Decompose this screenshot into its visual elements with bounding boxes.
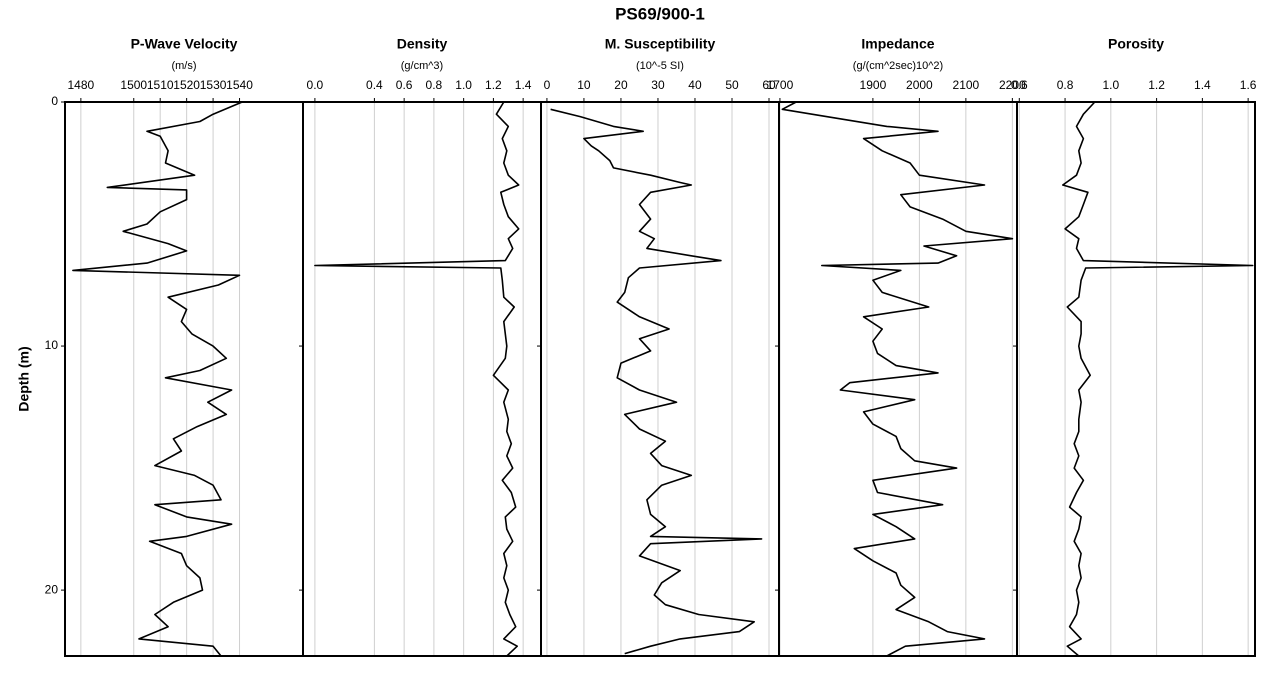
x-tick-label: 20 <box>614 78 628 92</box>
log-curve <box>314 101 520 657</box>
x-tick-label: 1510 <box>147 78 174 92</box>
panel-units: (10^-5 SI) <box>636 60 684 72</box>
x-tick-label: 0.4 <box>366 78 383 92</box>
x-tick-label: 50 <box>725 78 739 92</box>
x-tick-label: 1.2 <box>485 78 502 92</box>
panel-units: (m/s) <box>171 60 196 72</box>
x-tick-label: 10 <box>577 78 591 92</box>
x-tick-label: 60 <box>762 78 776 92</box>
x-tick-label: 0.6 <box>396 78 413 92</box>
x-tick-label: 0.8 <box>426 78 443 92</box>
x-tick-label: 40 <box>688 78 702 92</box>
x-tick-label: 1540 <box>226 78 253 92</box>
panel-units: (g/(cm^2sec)10^2) <box>853 60 943 72</box>
panel-units: (g/cm^3) <box>401 60 443 72</box>
log-curve <box>550 108 763 655</box>
x-tick-label: 0 <box>544 78 551 92</box>
log-curve <box>781 101 1014 657</box>
x-tick-label: 2200 <box>999 78 1026 92</box>
x-tick-label: 30 <box>651 78 665 92</box>
y-axis-label: Depth (m) <box>16 346 32 411</box>
x-tick-label: 1480 <box>68 78 95 92</box>
panel-title: M. Susceptibility <box>605 36 716 52</box>
x-tick-label: 1.4 <box>1194 78 1211 92</box>
x-tick-label: 1.2 <box>1148 78 1165 92</box>
x-tick-label: 1.0 <box>455 78 472 92</box>
x-tick-label: 1500 <box>120 78 147 92</box>
y-tick-label: 10 <box>45 338 59 352</box>
x-tick-label: 1.6 <box>1240 78 1257 92</box>
x-tick-label: 1520 <box>173 78 200 92</box>
x-tick-label: 2100 <box>953 78 980 92</box>
log-curve <box>72 101 243 657</box>
x-tick-label: 0.8 <box>1057 78 1074 92</box>
x-tick-label: 1.4 <box>515 78 532 92</box>
x-tick-label: 0.0 <box>307 78 324 92</box>
x-tick-label: 1.0 <box>1102 78 1119 92</box>
x-tick-label: 2000 <box>906 78 933 92</box>
y-tick-label: 0 <box>51 94 58 108</box>
panel-frame <box>1016 101 1256 657</box>
log-curve <box>1062 101 1254 657</box>
panel-title: Impedance <box>861 36 934 52</box>
panel-title: Porosity <box>1108 36 1164 52</box>
x-tick-label: 0.6 <box>1011 78 1028 92</box>
x-tick-label: 1700 <box>767 78 794 92</box>
x-tick-label: 1530 <box>200 78 227 92</box>
panel-title: P-Wave Velocity <box>131 36 238 52</box>
panel-title: Density <box>397 36 448 52</box>
y-tick-label: 20 <box>45 582 59 596</box>
chart-title: PS69/900-1 <box>615 4 705 23</box>
x-tick-label: 1900 <box>860 78 887 92</box>
